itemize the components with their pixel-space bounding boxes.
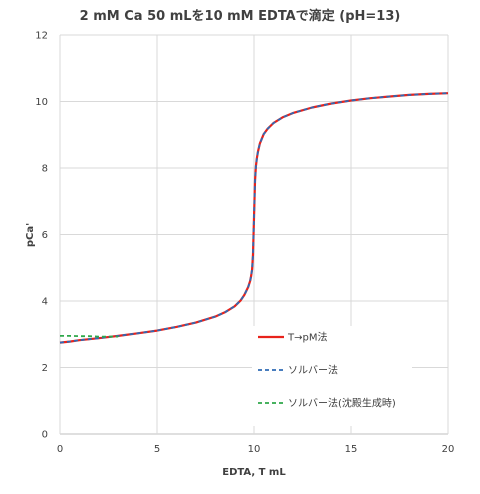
legend-label-1: T→pM法 <box>287 331 327 344</box>
x-tick-label: 20 <box>442 444 455 455</box>
x-tick-label: 10 <box>248 444 261 455</box>
x-tick-label: 0 <box>57 444 63 455</box>
x-tick-label: 15 <box>345 444 358 455</box>
y-tick-label: 12 <box>35 31 48 42</box>
x-tick-label: 5 <box>154 444 160 455</box>
legend-label-3: ソルバー法(沈殿生成時) <box>288 397 396 410</box>
series-line-3 <box>60 334 119 338</box>
y-axis-label: pCa' <box>25 223 36 247</box>
chart-title: 2 mM Ca 50 mLを10 mM EDTAで滴定 (pH=13) <box>80 8 401 24</box>
y-tick-label: 10 <box>35 97 48 108</box>
y-tick-label: 4 <box>42 297 48 308</box>
y-tick-label: 8 <box>42 164 48 175</box>
series-line-2 <box>59 92 449 344</box>
series-lines <box>59 92 449 344</box>
y-tick-labels: 0 2 4 6 8 10 12 <box>35 31 48 441</box>
x-axis-label: EDTA, T mL <box>222 467 286 478</box>
y-tick-label: 2 <box>42 363 48 374</box>
x-tick-labels: 0 5 10 15 20 <box>57 444 455 455</box>
legend-label-2: ソルバー法 <box>288 364 338 377</box>
y-tick-label: 0 <box>42 430 48 441</box>
y-tick-label: 6 <box>42 230 48 241</box>
legend-background <box>252 326 412 426</box>
